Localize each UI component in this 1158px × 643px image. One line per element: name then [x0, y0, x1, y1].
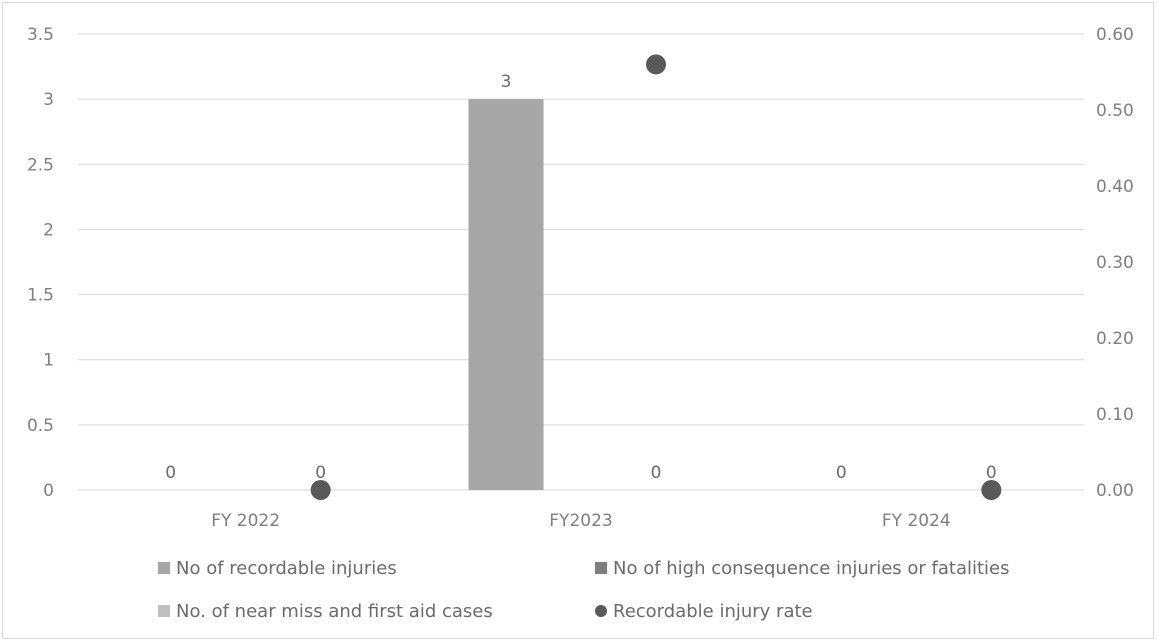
left-tick-label: 2: [43, 220, 54, 240]
legend-swatch-near-miss: [158, 605, 170, 617]
bars: [468, 99, 544, 491]
rate-points: [310, 54, 1002, 500]
legend-swatch-recordable: [158, 562, 170, 574]
x-tick-label: FY 2024: [882, 511, 951, 531]
left-tick-label: 0: [43, 481, 54, 501]
right-tick-label: 0.40: [1096, 177, 1134, 197]
legend-label-near-miss: No. of near miss and first aid cases: [176, 601, 493, 622]
legend-item-high-consequence: No of high consequence injuries or fatal…: [595, 558, 1010, 579]
right-tick-label: 0.30: [1096, 253, 1134, 273]
gridlines: [78, 33, 1084, 491]
right-tick-label: 0.60: [1096, 25, 1134, 45]
data-label: 0: [165, 463, 176, 483]
data-label: 0: [651, 463, 662, 483]
rate-point: [981, 480, 1002, 500]
right-tick-label: 0.50: [1096, 101, 1134, 121]
x-tick-label: FY2023: [549, 511, 612, 531]
left-axis-ticks: 0 0.5 1 1.5 2 2.5 3 3.5: [27, 25, 54, 501]
x-tick-label: FY 2022: [211, 511, 280, 531]
data-label: 0: [836, 463, 847, 483]
data-label: 0: [986, 463, 997, 483]
legend-item-rate: Recordable injury rate: [595, 601, 813, 622]
right-tick-label: 0.00: [1096, 481, 1134, 501]
right-tick-label: 0.20: [1096, 329, 1134, 349]
data-labels: 0 3 0 0 0 0: [165, 72, 996, 483]
right-axis-ticks: 0.00 0.10 0.20 0.30 0.40 0.50 0.60: [1096, 25, 1134, 501]
data-label: 0: [315, 463, 326, 483]
left-tick-label: 1.5: [27, 286, 54, 306]
left-tick-label: 3: [43, 90, 54, 110]
x-axis-ticks: FY 2022 FY2023 FY 2024: [211, 511, 951, 531]
legend-label-rate: Recordable injury rate: [613, 601, 813, 622]
right-tick-label: 0.10: [1096, 405, 1134, 425]
bar: [468, 99, 544, 491]
left-tick-label: 2.5: [27, 155, 54, 175]
legend-label-recordable: No of recordable injuries: [176, 558, 397, 579]
left-tick-label: 0.5: [27, 416, 54, 436]
left-tick-label: 3.5: [27, 25, 54, 45]
data-label: 3: [501, 72, 512, 92]
legend-label-high-consequence: No of high consequence injuries or fatal…: [613, 558, 1010, 579]
legend-item-near-miss: No. of near miss and first aid cases: [158, 601, 493, 622]
legend-item-recordable: No of recordable injuries: [158, 558, 397, 579]
rate-point: [310, 480, 331, 500]
rate-point: [646, 54, 666, 75]
legend-swatch-high-consequence: [595, 562, 607, 574]
left-tick-label: 1: [43, 351, 54, 371]
legend-marker-rate: [595, 605, 607, 617]
